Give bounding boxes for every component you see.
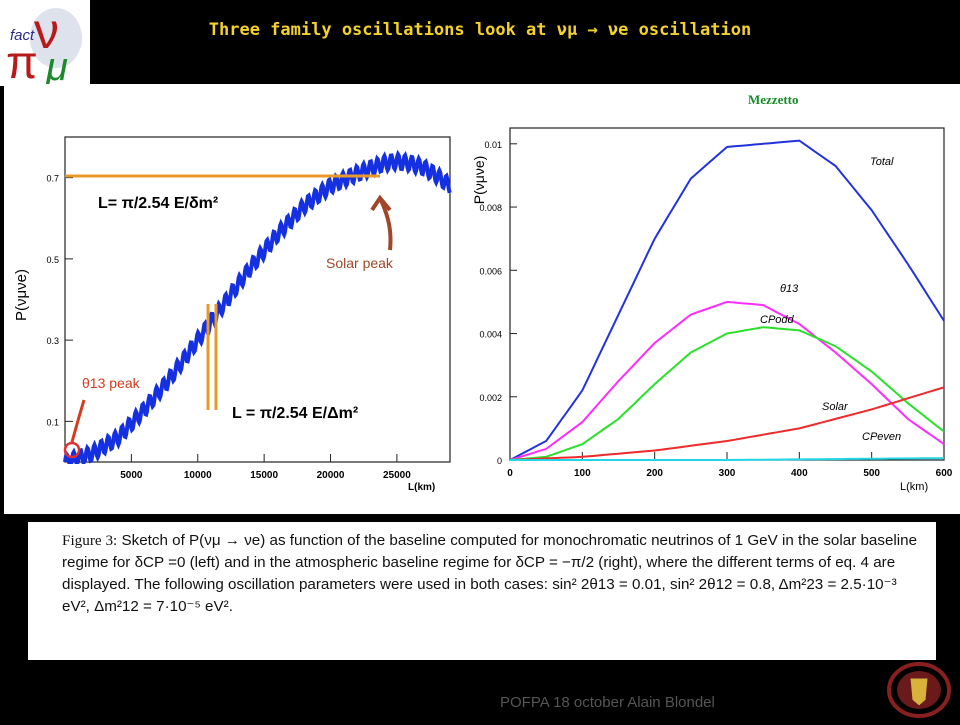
left-xtick-label: 5000	[120, 470, 143, 481]
formula-top: L= π/2.54 E/δm²	[98, 195, 218, 212]
right-ylabel: P(νμνe)	[471, 156, 487, 205]
right-plot-frame	[509, 127, 945, 461]
right-xtick-label: 0	[507, 468, 513, 479]
theta13-peak-circle	[63, 441, 81, 459]
caption-label: Figure 3:	[62, 532, 118, 549]
right-chart: 0 100 200 300 400 500 600 0 0.002 0.004 0.006 0.008…	[471, 127, 953, 493]
left-probability-curve	[63, 149, 452, 464]
figure-panel	[4, 84, 960, 514]
right-xtick-label: 100	[574, 468, 591, 479]
right-xtick-label: 300	[719, 468, 736, 479]
seal-icon	[887, 662, 951, 718]
left-xtick-label: 10000	[184, 470, 212, 481]
svg-text:ν: ν	[34, 3, 59, 59]
right-ytick-label: 0.004	[479, 330, 502, 340]
theta13-arrow	[70, 399, 86, 443]
series-line	[509, 300, 945, 461]
left-ytick-label: 0.3	[46, 336, 59, 346]
left-chart: 5000 10000 15000 20000 25000 0.1 0.3 0.5 0.7 P(ν…	[13, 136, 452, 493]
right-xtick-label: 400	[791, 468, 808, 479]
series-label: CPodd	[760, 314, 795, 326]
left-xtick-label: 15000	[250, 470, 278, 481]
series-line	[510, 457, 945, 461]
left-ytick-label: 0.7	[46, 174, 59, 184]
right-xtick-label: 200	[646, 468, 663, 479]
left-plot-frame	[64, 136, 451, 463]
credit-label: Mezzetto	[748, 92, 799, 107]
left-ylabel: P(νμνe)	[13, 269, 30, 321]
left-ytick-label: 0.5	[46, 255, 59, 265]
solar-peak-label: Solar peak	[326, 255, 394, 271]
right-ytick-label: 0.01	[484, 140, 502, 150]
factnu-logo: fact π ν μ	[0, 0, 90, 89]
formula-bottom: L = π/2.54 E/Δm²	[232, 405, 358, 422]
svg-text:π: π	[6, 36, 38, 86]
slide-title: Three family oscillations look at νμ → ν…	[208, 20, 752, 40]
series-label: Total	[870, 156, 894, 168]
series-label: θ13	[780, 283, 799, 295]
factnu-logo-graphic: fact π ν μ	[6, 3, 82, 89]
right-ytick-label: 0.002	[479, 393, 502, 403]
series-label: CPeven	[862, 431, 901, 443]
caption-text: Sketch of P(νμ → νe) as function of the …	[62, 532, 918, 615]
footer-text: POFPA 18 october Alain Blondel	[500, 694, 715, 711]
series-label: Solar	[822, 401, 849, 413]
series-line	[509, 386, 945, 461]
left-xtick-label: 20000	[317, 470, 345, 481]
right-xtick-label: 600	[936, 468, 953, 479]
university-seal	[884, 660, 954, 725]
right-ytick-label: 0	[497, 456, 502, 466]
left-xtick-label: 25000	[383, 470, 411, 481]
left-xlabel: L(km)	[408, 482, 435, 493]
logo-text: fact	[10, 27, 35, 44]
left-ytick-label: 0.1	[46, 417, 59, 427]
svg-text:μ: μ	[45, 45, 68, 86]
series-line	[509, 326, 945, 461]
right-ytick-label: 0.006	[479, 266, 502, 276]
right-ytick-label: 0.008	[479, 203, 502, 213]
series-line	[509, 139, 945, 461]
theta13-peak-label: θ13 peak	[82, 375, 141, 391]
figure-caption: Figure 3: Sketch of P(νμ → νe) as functi…	[28, 522, 936, 660]
right-xtick-label: 500	[863, 468, 880, 479]
right-xlabel: L(km)	[900, 481, 928, 493]
